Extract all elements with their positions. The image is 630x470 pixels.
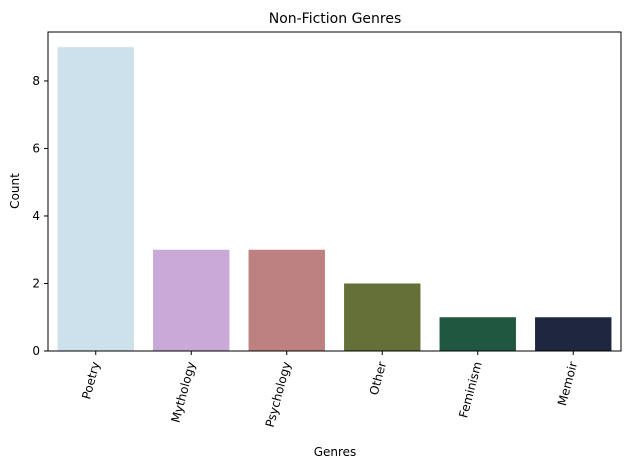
- chart-title: Non-Fiction Genres: [269, 11, 402, 27]
- plot-frame: [47, 31, 622, 352]
- x-axis: Poetry Mythology Psychology Other Feminism Me…: [79, 351, 580, 429]
- x-tick-label: Memoir: [555, 360, 580, 407]
- y-tick-label: 2: [32, 276, 40, 290]
- bar-memoir: [535, 317, 612, 351]
- bar-mythology: [153, 249, 230, 351]
- bar-psychology: [248, 249, 325, 351]
- bar-other: [344, 283, 421, 351]
- y-axis-label: Count: [8, 173, 22, 209]
- bar-poetry: [57, 47, 134, 351]
- y-tick-label: 6: [32, 141, 40, 155]
- y-tick-label: 8: [32, 74, 40, 88]
- x-tick-label: Mythology: [168, 360, 198, 424]
- bar-feminism: [439, 317, 516, 351]
- x-axis-label: Genres: [314, 445, 357, 459]
- bars-group: [57, 47, 612, 351]
- x-tick-label: Psychology: [263, 360, 294, 429]
- x-tick-label: Other: [367, 360, 389, 397]
- x-tick-label: Poetry: [79, 360, 102, 401]
- x-tick-label: Feminism: [456, 360, 484, 419]
- y-tick-label: 4: [32, 209, 40, 223]
- y-tick-label: 0: [32, 344, 40, 358]
- y-axis: 0 2 4 6 8: [32, 74, 48, 358]
